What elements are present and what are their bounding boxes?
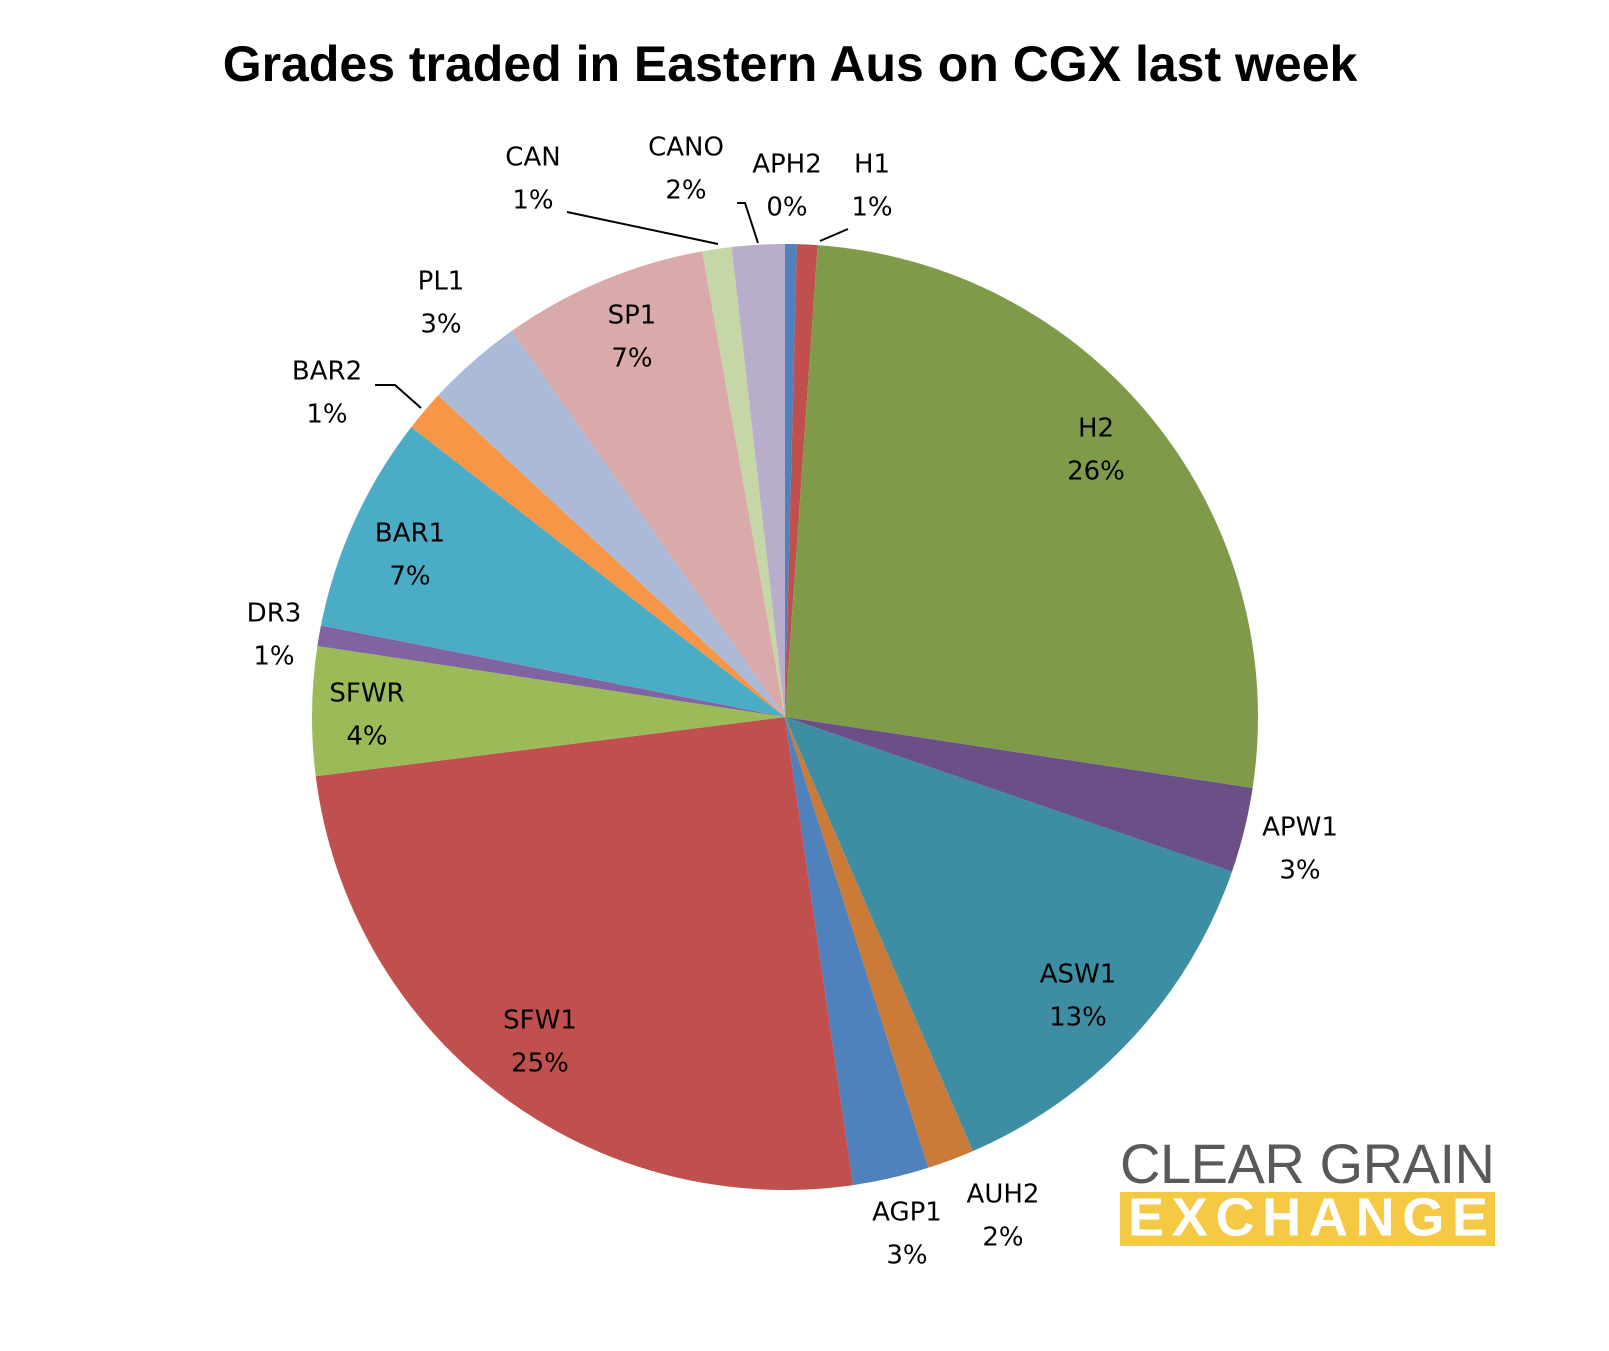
pie-slice (731, 244, 785, 717)
slice-label: SFWR (329, 679, 404, 709)
logo: CLEAR GRAIN EXCHANGE (1120, 1132, 1495, 1247)
slice-label: BAR1 (375, 519, 445, 549)
slice-value-label: 3% (886, 1241, 927, 1271)
slice-label: CAN (505, 143, 560, 173)
slice-value-label: 1% (512, 186, 553, 216)
slice-value-label: 26% (1067, 457, 1125, 487)
slice-value-label: 3% (420, 310, 461, 340)
pie-slice (411, 395, 785, 717)
pie-slice (317, 625, 785, 717)
slice-label: APW1 (1262, 813, 1338, 843)
slice-label: H1 (854, 150, 890, 180)
slice-value-label: 1% (253, 642, 294, 672)
slice-label: DR3 (247, 599, 302, 629)
slice-label: H2 (1078, 414, 1114, 444)
slice-value-label: 2% (665, 176, 706, 206)
leader-line (737, 202, 759, 244)
pie-slice (511, 251, 785, 717)
pie-slice (785, 717, 929, 1186)
slice-label: BAR2 (292, 357, 362, 387)
slice-value-label: 4% (346, 722, 387, 752)
pie-slice (315, 717, 854, 1191)
leader-line (819, 228, 849, 242)
slice-label: APH2 (752, 150, 822, 180)
logo-text: EXCHANGE (1128, 1187, 1488, 1247)
pie-slice (785, 245, 1258, 789)
leader-line (566, 211, 719, 245)
pie-slice (785, 717, 1253, 872)
slice-value-label: 25% (511, 1049, 569, 1079)
chart-title: Grades traded in Eastern Aus on CGX last… (223, 36, 1358, 92)
pie-slice (702, 247, 785, 717)
leader-line (375, 384, 422, 409)
slice-label: ASW1 (1040, 960, 1117, 990)
pie-slice (438, 330, 785, 717)
slice-value-label: 2% (982, 1223, 1023, 1253)
slice-value-label: 1% (306, 400, 347, 430)
slice-value-label: 7% (611, 344, 652, 374)
slice-value-label: 0% (766, 193, 807, 223)
logo-band (1120, 1192, 1495, 1246)
slice-label: SFW1 (503, 1006, 577, 1036)
pie-slice (785, 244, 797, 717)
slice-value-label: 1% (851, 193, 892, 223)
pie-slice (785, 717, 973, 1168)
slice-value-label: 13% (1049, 1003, 1107, 1033)
logo-text: CLEAR GRAIN (1120, 1132, 1495, 1195)
pie-slice (320, 427, 785, 717)
slice-value-label: 7% (389, 562, 430, 592)
pie-slice (785, 244, 818, 717)
slice-label: CANO (648, 133, 724, 163)
slice-label: PL1 (418, 267, 465, 297)
slice-value-label: 3% (1279, 856, 1320, 886)
slice-label: AGP1 (872, 1198, 942, 1228)
pie-slice (785, 717, 1233, 1152)
slice-label: SP1 (608, 301, 657, 331)
slice-label: AUH2 (967, 1180, 1040, 1210)
pie-slice (311, 645, 785, 777)
